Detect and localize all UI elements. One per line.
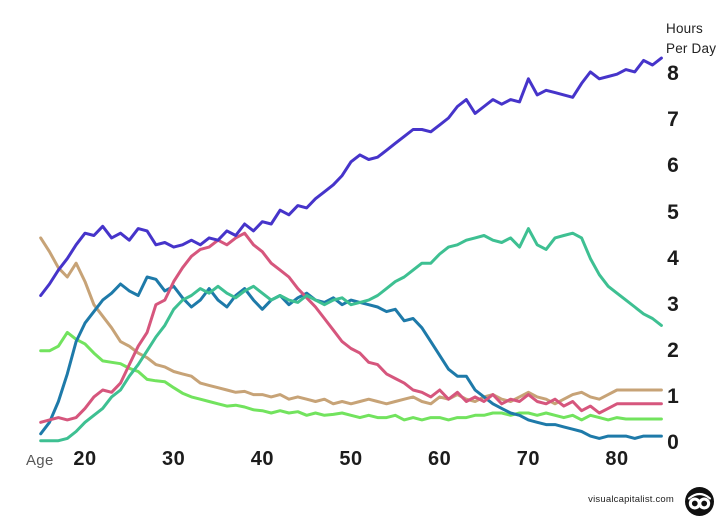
y-tick-label-4: 4: [667, 246, 679, 270]
y-tick-label-1: 1: [667, 384, 679, 408]
x-axis-label: Age: [26, 452, 54, 469]
pink-line: [39, 231, 663, 424]
green-line: [39, 330, 663, 422]
footer-site-text: visualcapitalist.com: [588, 494, 674, 505]
indigo-line: [39, 56, 663, 297]
x-tick-label-70: 70: [516, 448, 540, 470]
y-tick-label-8: 8: [667, 62, 679, 86]
y-tick-label-3: 3: [667, 292, 679, 316]
y-tick-label-5: 5: [667, 200, 679, 224]
x-tick-label-50: 50: [339, 448, 363, 470]
x-tick-label-40: 40: [250, 448, 274, 470]
x-tick-label-30: 30: [162, 448, 186, 470]
tan-line: [39, 236, 663, 406]
y-tick-label-7: 7: [667, 108, 679, 132]
blue-line: [39, 275, 663, 440]
y-axis-label-line2: Per Day: [666, 40, 717, 56]
y-tick-label-0: 0: [667, 431, 679, 454]
x-tick-label-60: 60: [428, 448, 452, 470]
y-tick-label-2: 2: [667, 338, 679, 362]
y-axis-label-line1: Hours: [666, 21, 704, 36]
y-tick-label-6: 6: [667, 154, 679, 178]
y-axis-label: Hours Per Day: [666, 19, 716, 58]
visual-capitalist-logo-icon: [685, 487, 714, 516]
teal-line: [39, 227, 663, 443]
x-tick-label-20: 20: [73, 448, 97, 470]
x-tick-label-80: 80: [605, 448, 629, 470]
